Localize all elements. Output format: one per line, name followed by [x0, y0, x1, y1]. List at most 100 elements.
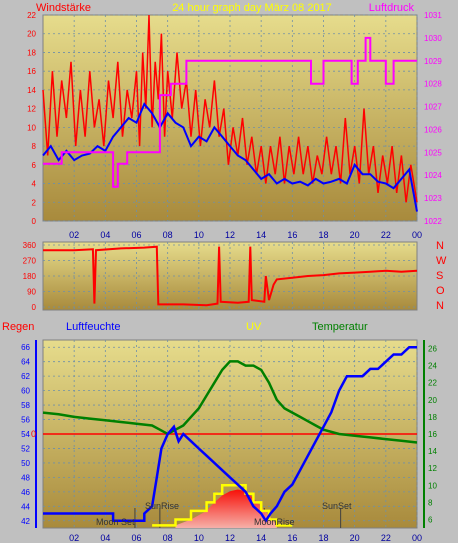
panel3-y-right-tick-label: 6	[428, 515, 433, 524]
rain-label: Regen	[2, 321, 34, 333]
panel2-series	[43, 245, 418, 307]
panel1-x-tick-label: 22	[381, 230, 391, 240]
panel3-y-left-tick-label: 54	[21, 430, 30, 439]
panel3-x-tick-label: 04	[100, 533, 110, 543]
panel1-y-left-tick-label: 12	[27, 105, 36, 114]
panel2-series-direction	[43, 245, 418, 307]
panel3-y-right-tick-label: 10	[428, 481, 437, 490]
panel1-y-right-tick-label: 1022	[424, 217, 442, 226]
panel1-y-right-tick-label: 1030	[424, 34, 442, 43]
panel1-y-right-tick-label: 1026	[424, 125, 442, 134]
panel1-y-left-tick-label: 4	[32, 180, 37, 189]
panel3-y-right-tick-label: 24	[428, 362, 437, 371]
panel3-y-right-tick-label: 18	[428, 413, 437, 422]
rain-zero-marker: 0	[31, 429, 36, 439]
panel1-y-right-tick-label: 1031	[424, 11, 442, 20]
panel1-y-left-tick-label: 18	[27, 48, 36, 57]
chart-title: 24 hour graph day März 08 2017	[172, 2, 332, 14]
panel2-y-tick-label: 270	[23, 257, 37, 266]
panel3-y-left-tick-label: 42	[21, 517, 30, 526]
panel1-x-tick-label: 12	[225, 230, 235, 240]
panel2-y-tick-label: 180	[23, 272, 37, 281]
panel1-y-left-tick-label: 8	[32, 142, 37, 151]
panel3-y-left-tick-label: 52	[21, 444, 30, 453]
panel1-x-tick-label: 00	[412, 230, 422, 240]
panel3-y-right-tick-label: 20	[428, 396, 437, 405]
panel1-y-right-tick-label: 1029	[424, 57, 442, 66]
panel1-y-right-tick-label: 1027	[424, 103, 442, 112]
panel1-y-left-tick-label: 22	[27, 11, 36, 20]
panel1-x-tick-label: 06	[131, 230, 141, 240]
panel2-direction-label: O	[436, 285, 445, 297]
panel3-y-right-tick-label: 8	[428, 498, 433, 507]
moonset-label: Moon Set	[96, 517, 135, 527]
panel1-x-tick-label: 18	[318, 230, 328, 240]
panel1-y-right-tick-label: 1028	[424, 80, 442, 89]
panel1-x-tick-label: 10	[194, 230, 204, 240]
panel2-y-tick-label: 90	[27, 288, 36, 297]
panel3-y-left-tick-label: 50	[21, 459, 30, 468]
panel3-x-tick-label: 10	[194, 533, 204, 543]
panel3-x-tick-label: 08	[163, 533, 173, 543]
panel3-axes: 02 04 06 08 10 12 14 16 18 20 22 004244464850525456…	[21, 340, 437, 543]
panel3-y-left-tick-label: 62	[21, 372, 30, 381]
panel3-y-right-tick-label: 16	[428, 430, 437, 439]
panel3-x-tick-label: 12	[225, 533, 235, 543]
panel3-y-right-tick-label: 14	[428, 447, 437, 456]
panel2-y-tick-label: 0	[32, 303, 37, 312]
panel3-y-right-tick-label: 26	[428, 345, 437, 354]
panel3-x-tick-label: 20	[350, 533, 360, 543]
panel1-series-pressure	[43, 36, 417, 188]
panel1-x-tick-label: 16	[287, 230, 297, 240]
panel3-x-tick-label: 02	[69, 533, 79, 543]
moonrise-label: MoonRise	[254, 517, 295, 527]
panel3-series-temperature	[42, 360, 418, 444]
panel1-series	[42, 14, 418, 212]
panel2-direction-label: N	[436, 300, 444, 312]
panel2-direction-label: W	[436, 255, 447, 267]
panel3-series-humidity	[43, 345, 417, 524]
temperature-label: Temperatur	[312, 321, 368, 333]
panel1-y-right-tick-label: 1024	[424, 171, 442, 180]
panel3-y-right-tick-label: 12	[428, 464, 437, 473]
panel1-x-tick-label: 04	[100, 230, 110, 240]
panel1-y-left-tick-label: 20	[27, 30, 36, 39]
panel3-series	[42, 345, 418, 528]
panel1-y-right-tick-label: 1023	[424, 194, 442, 203]
panel1-y-left-tick-label: 2	[32, 198, 37, 207]
panel1-x-tick-label: 08	[163, 230, 173, 240]
pressure-label: Luftdruck	[369, 2, 415, 14]
panel3-y-left-tick-label: 58	[21, 401, 30, 410]
panel1-series-gust	[42, 14, 418, 203]
panel1-y-left-tick-label: 14	[27, 86, 36, 95]
panel1-y-right-tick-label: 1025	[424, 148, 442, 157]
panel3-x-tick-label: 00	[412, 533, 422, 543]
panel1-x-tick-label: 02	[69, 230, 79, 240]
panel3-x-tick-label: 18	[318, 533, 328, 543]
panel1-y-left-tick-label: 6	[32, 161, 37, 170]
panel3-y-left-tick-label: 56	[21, 416, 30, 425]
panel1-axes: 02 04 06 08 10 12 14 16 18 20 22 000246810121416182…	[27, 11, 442, 240]
panel3-x-tick-label: 16	[287, 533, 297, 543]
uv-label: UV	[246, 321, 262, 333]
panel3-x-tick-label: 14	[256, 533, 266, 543]
panel2-grid	[43, 242, 417, 310]
panel1-y-left-tick-label: 0	[32, 217, 37, 226]
panel2-direction-label: S	[436, 270, 443, 282]
sunset-label: SunSet	[322, 501, 352, 511]
humidity-label: Luftfeuchte	[66, 321, 120, 333]
panel3-y-left-tick-label: 44	[21, 502, 30, 511]
panel3-y-left-tick-label: 46	[21, 488, 30, 497]
panel3-y-left-tick-label: 60	[21, 387, 30, 396]
panel3-x-tick-label: 06	[131, 533, 141, 543]
panel1-x-tick-label: 20	[350, 230, 360, 240]
panel3-series-solar	[175, 489, 277, 528]
panel3-y-left-tick-label: 66	[21, 343, 30, 352]
sunrise-label: SunRise	[145, 501, 179, 511]
panel2-direction-label: N	[436, 240, 444, 252]
panel2-y-tick-label: 360	[23, 241, 37, 250]
panel3-y-right-tick-label: 22	[428, 379, 437, 388]
